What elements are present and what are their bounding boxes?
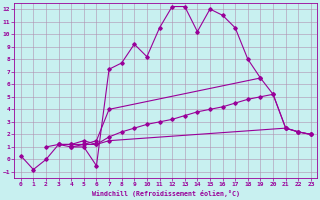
X-axis label: Windchill (Refroidissement éolien,°C): Windchill (Refroidissement éolien,°C) [92, 190, 240, 197]
